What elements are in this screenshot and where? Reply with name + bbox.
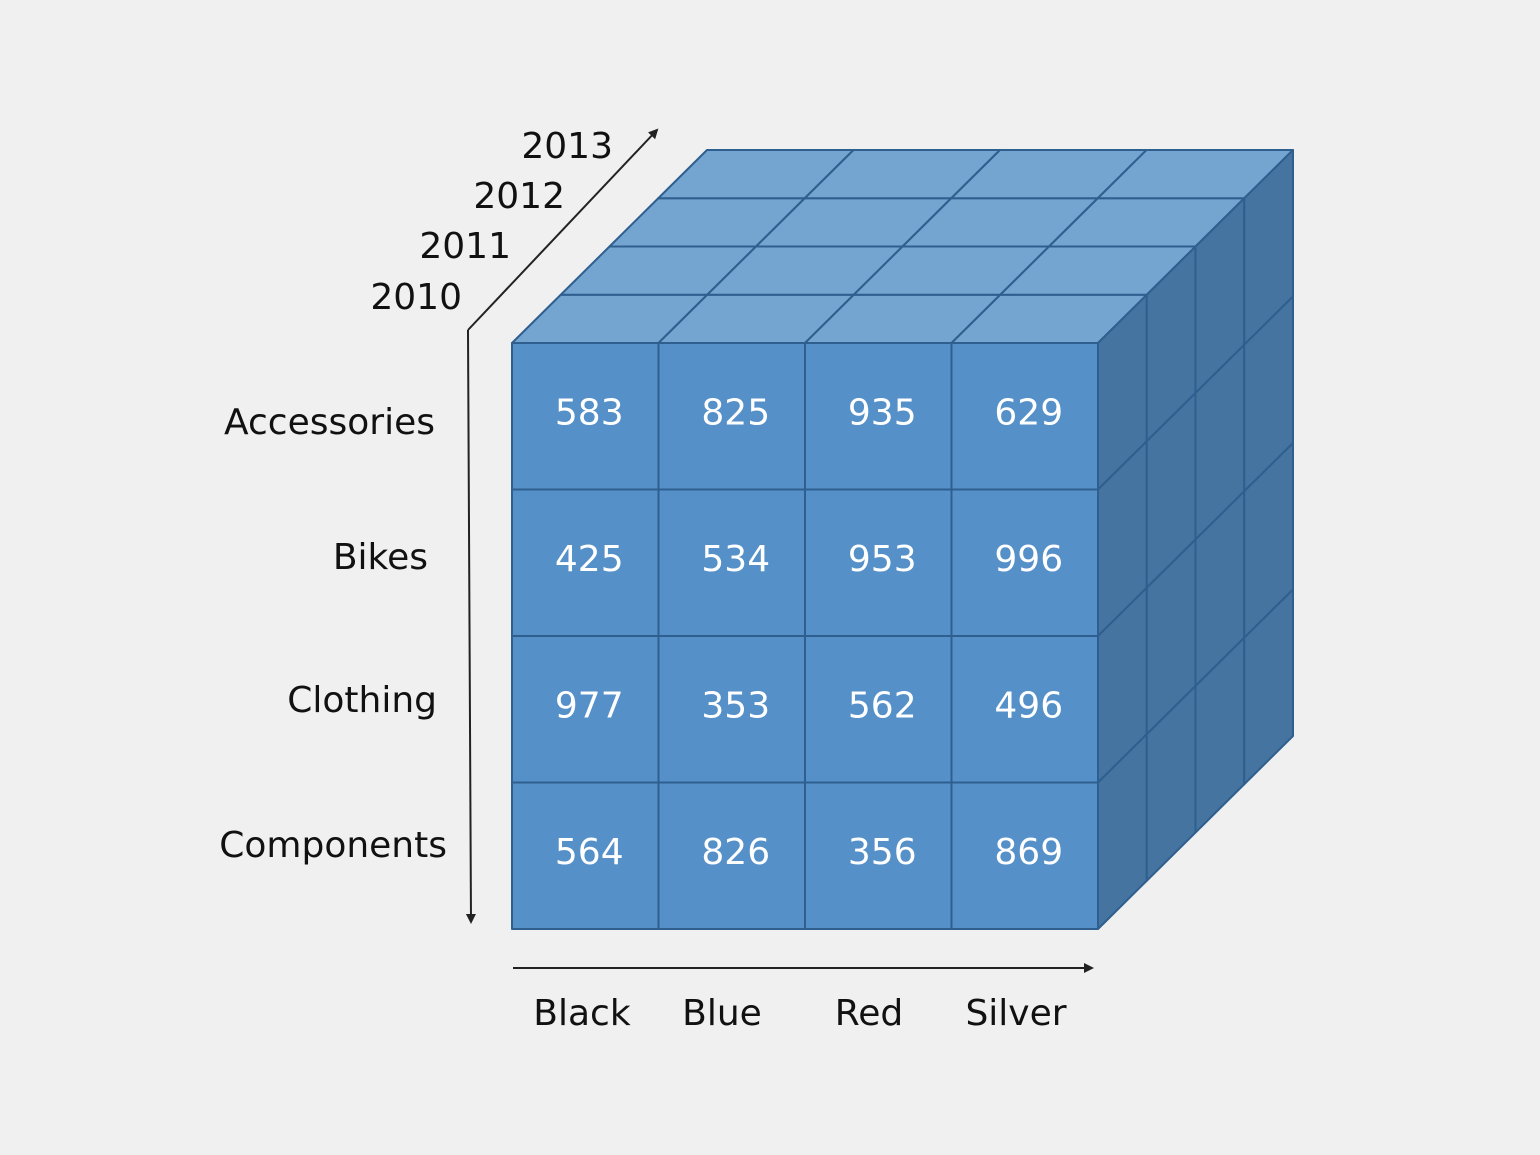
cell-value: 356 <box>848 832 917 873</box>
column-label-black: Black <box>533 993 631 1034</box>
cell-value: 583 <box>555 392 624 433</box>
cell-value: 826 <box>701 832 770 873</box>
cell-value: 496 <box>994 685 1063 726</box>
row-label-components: Components <box>219 825 447 866</box>
depth-label-2011: 2011 <box>419 226 511 267</box>
cell-value: 825 <box>701 392 770 433</box>
row-label-clothing: Clothing <box>287 680 437 721</box>
axis-labels: Accessories Bikes Clothing Components Bl… <box>219 126 1067 1034</box>
cube-front-cell <box>950 781 1099 930</box>
row-label-accessories: Accessories <box>224 402 435 443</box>
cube-values: 583 825 935 629 425 534 953 996 977 353 562 496 564 8… <box>555 392 1063 873</box>
cell-value: 425 <box>555 539 624 580</box>
cell-value: 564 <box>555 832 624 873</box>
depth-axis-arrow <box>467 128 659 331</box>
cell-value: 935 <box>848 392 917 433</box>
depth-label-2013: 2013 <box>521 126 613 167</box>
depth-label-2010: 2010 <box>370 277 462 318</box>
cell-value: 869 <box>994 832 1063 873</box>
cube-faces <box>511 149 1294 930</box>
row-axis-arrow <box>465 329 476 924</box>
cube-side-cell <box>1243 588 1294 786</box>
cell-value: 629 <box>994 392 1063 433</box>
cell-value: 977 <box>555 685 624 726</box>
row-label-bikes: Bikes <box>333 537 428 578</box>
cell-value: 353 <box>701 685 770 726</box>
depth-label-2012: 2012 <box>473 176 565 217</box>
cube-axes <box>465 128 1094 973</box>
cell-value: 953 <box>848 539 917 580</box>
column-label-silver: Silver <box>965 993 1066 1034</box>
cell-value: 534 <box>701 539 770 580</box>
column-label-blue: Blue <box>682 993 762 1034</box>
column-label-red: Red <box>835 993 903 1034</box>
cell-value: 562 <box>848 685 917 726</box>
cell-value: 996 <box>994 539 1063 580</box>
